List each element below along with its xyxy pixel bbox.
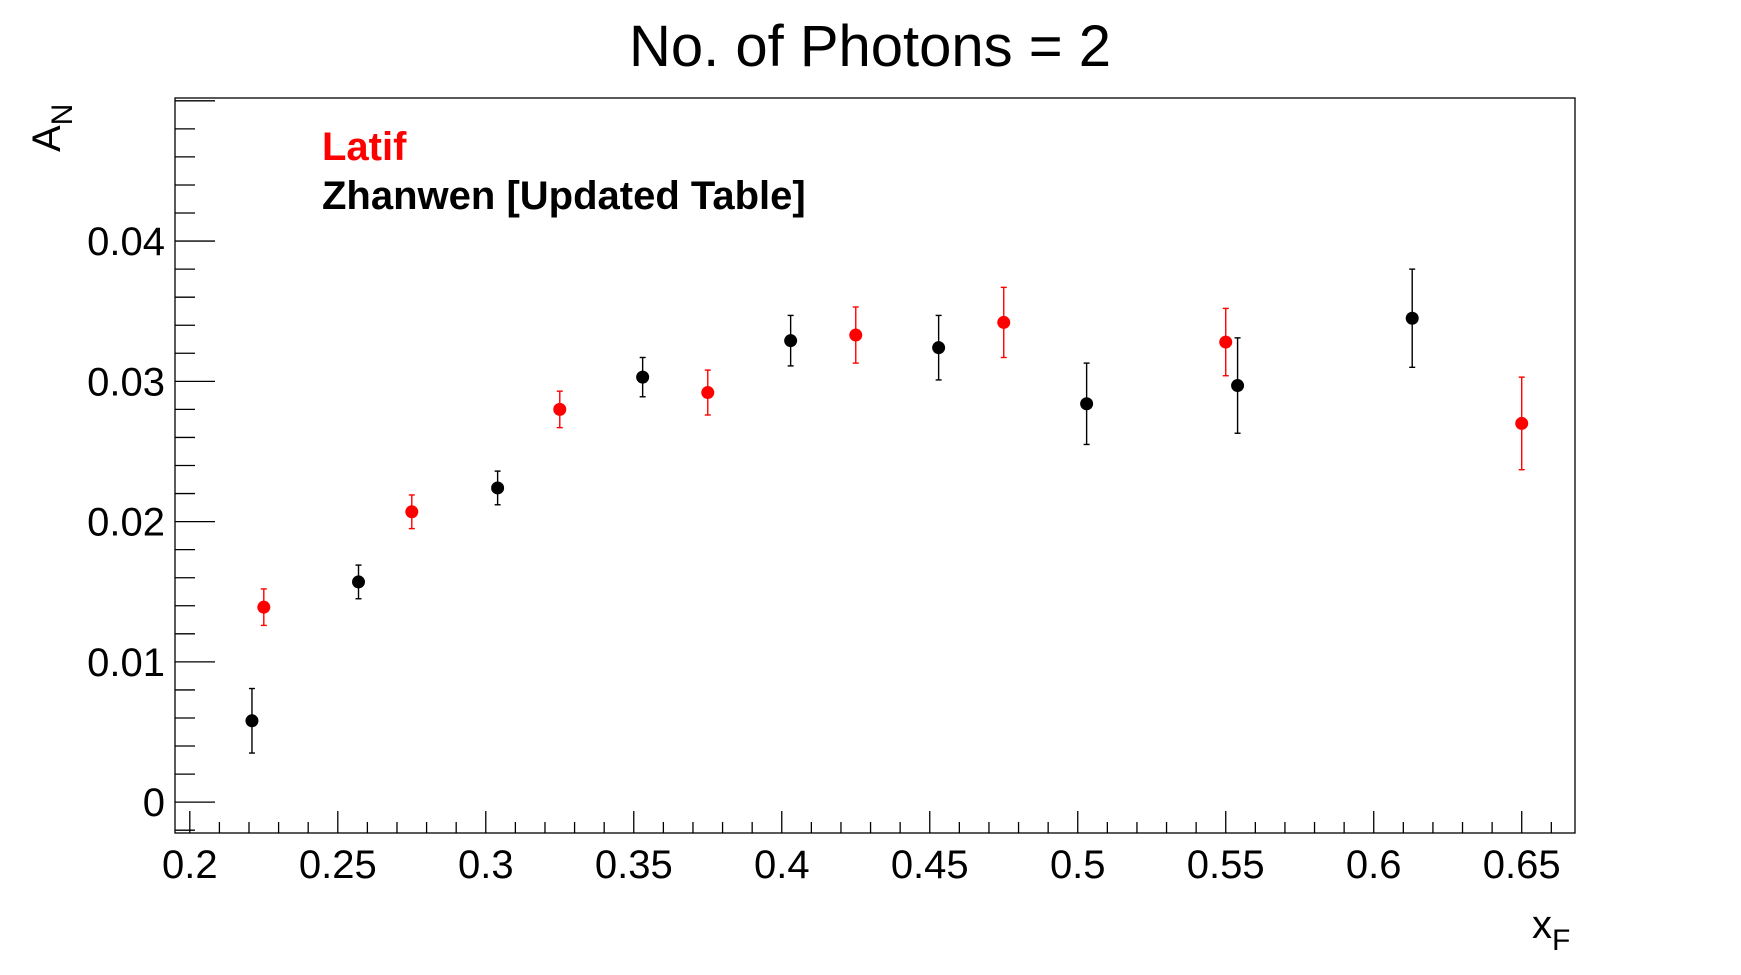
data-marker xyxy=(997,315,1011,329)
x-axis-label-main: x xyxy=(1532,903,1552,947)
data-marker xyxy=(784,334,798,348)
chart-title: No. of Photons = 2 xyxy=(629,14,1111,79)
data-point xyxy=(636,356,650,398)
data-point xyxy=(257,588,271,627)
y-axis: 0 0.01 0.02 0.03 0.04 xyxy=(87,100,215,831)
x-tick-label: 0.35 xyxy=(595,843,673,887)
legend-entry-latif: Latif xyxy=(322,125,407,169)
y-axis-label-sub: N xyxy=(46,104,79,126)
data-marker xyxy=(1515,416,1529,430)
data-marker xyxy=(701,386,715,400)
data-marker xyxy=(849,328,863,342)
data-marker xyxy=(245,714,259,728)
y-axis-label-main: A xyxy=(25,125,69,152)
data-marker xyxy=(636,370,650,384)
x-tick-label: 0.4 xyxy=(754,843,810,887)
data-point xyxy=(701,369,715,416)
x-tick-label: 0.6 xyxy=(1346,843,1402,887)
data-point xyxy=(1515,376,1529,471)
data-marker xyxy=(1080,397,1094,411)
y-axis-label: AN xyxy=(25,104,79,152)
data-point xyxy=(352,564,366,600)
data-point xyxy=(997,286,1011,359)
x-axis-label-sub: F xyxy=(1552,924,1570,957)
data-marker xyxy=(932,341,946,355)
series-latif xyxy=(257,286,1529,627)
data-point xyxy=(932,314,946,381)
data-marker xyxy=(553,402,567,416)
y-tick-label: 0.03 xyxy=(87,360,165,404)
series-zhanwen xyxy=(245,268,1419,754)
x-tick-label: 0.25 xyxy=(299,843,377,887)
data-point xyxy=(1219,307,1233,377)
x-tick-label: 0.65 xyxy=(1483,843,1561,887)
data-point xyxy=(1080,362,1094,446)
data-point xyxy=(491,470,505,506)
data-point xyxy=(405,494,419,530)
data-marker xyxy=(405,505,419,519)
y-tick-label: 0 xyxy=(143,781,165,825)
x-tick-label: 0.2 xyxy=(162,843,218,887)
data-marker xyxy=(257,600,271,614)
x-axis-label: xF xyxy=(1532,903,1570,957)
data-point xyxy=(784,314,798,367)
data-marker xyxy=(491,481,505,495)
legend: Latif Zhanwen [Updated Table] xyxy=(322,125,806,218)
data-marker xyxy=(352,575,366,589)
data-point xyxy=(245,687,259,754)
legend-entry-zhanwen: Zhanwen [Updated Table] xyxy=(322,174,806,218)
data-point xyxy=(849,306,863,364)
x-axis: 0.2 0.25 0.3 0.35 0.4 0.45 0.5 0.55 0.6 0.65 xyxy=(162,811,1561,887)
x-tick-label: 0.3 xyxy=(458,843,514,887)
data-marker xyxy=(1231,379,1245,393)
data-marker xyxy=(1219,335,1233,349)
series-layer xyxy=(245,268,1529,754)
y-tick-label: 0.02 xyxy=(87,501,165,545)
data-marker xyxy=(1405,311,1419,325)
data-point xyxy=(553,390,567,429)
x-tick-label: 0.5 xyxy=(1050,843,1106,887)
y-tick-label: 0.04 xyxy=(87,220,165,264)
x-tick-label: 0.55 xyxy=(1187,843,1265,887)
y-tick-label: 0.01 xyxy=(87,641,165,685)
data-point xyxy=(1231,337,1245,434)
data-point xyxy=(1405,268,1419,369)
x-tick-label: 0.45 xyxy=(891,843,969,887)
